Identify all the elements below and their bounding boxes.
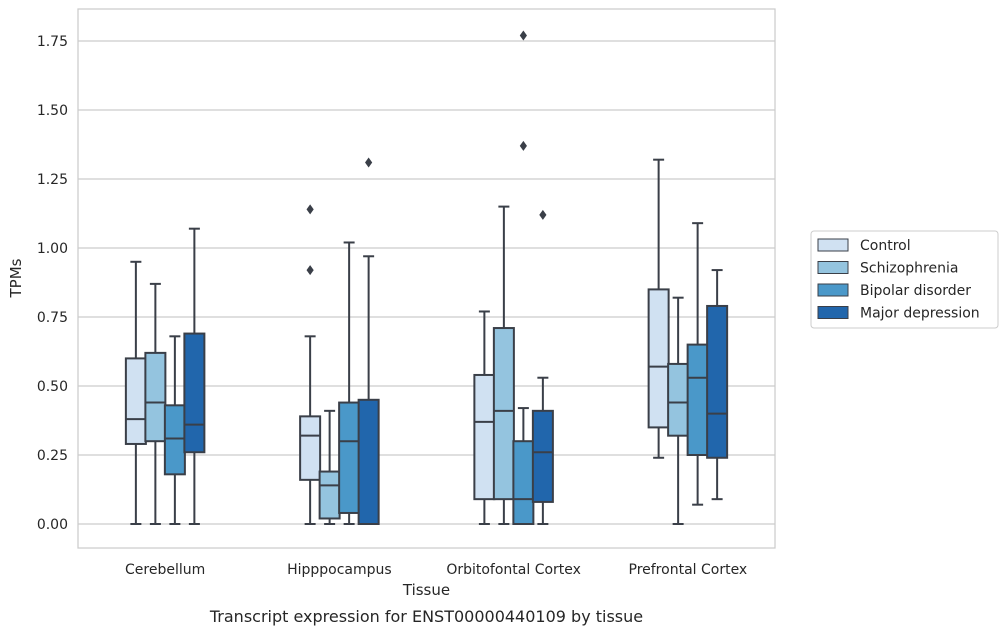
legend-swatch [817,261,849,274]
box-bipolar-disorder [338,241,361,525]
box-control [473,310,496,525]
legend-swatch [817,238,849,252]
iqr-box [706,304,729,459]
iqr-box [357,398,380,525]
y-tick-label: 1.75 [37,34,68,50]
y-tick-label: 0.25 [37,448,68,464]
iqr-box [667,362,690,437]
iqr-box [492,327,515,501]
legend-label: Major depression [860,306,980,322]
y-tick-label: 0.00 [37,517,68,533]
legend-label: Schizophrenia [860,261,958,277]
x-tick-label: Orbitofontal Cortex [446,562,581,578]
outlier-point [539,209,547,220]
iqr-box [183,332,206,454]
iqr-box [124,357,147,445]
x-tick-labels: Cerebellum Hipppocampus Orbitofontal Corte… [125,562,747,578]
box-major-depression [706,269,729,501]
box-major-depression [531,209,554,525]
legend-swatch [817,306,849,319]
iqr-box [144,351,167,443]
outlier-point [365,157,373,168]
outlier-point [306,265,314,276]
iqr-box [299,415,322,481]
box-bipolar-disorder [163,335,186,525]
legend-label: Control [860,238,911,254]
iqr-box [647,288,670,429]
legend-label: Bipolar disorder [860,283,971,299]
iqr-box [338,401,361,514]
iqr-box [473,373,496,501]
outlier-point [306,204,314,215]
iqr-box [512,440,535,526]
y-tick-label: 1.00 [37,241,68,257]
legend-swatch [817,283,849,297]
y-tick-label: 0.50 [37,379,68,395]
y-tick-label: 1.50 [37,103,68,119]
box-control [124,260,147,525]
outlier-point [519,140,527,151]
legend: Control Schizophrenia Bipolar disorder Majo… [810,230,999,329]
y-axis-label: TPMs [7,258,25,298]
iqr-box [318,470,341,520]
iqr-box [531,409,554,503]
outlier-point [519,30,527,41]
plot-frame [77,8,776,549]
box-control [299,204,322,525]
y-tick-label: 0.75 [37,310,68,326]
box-schizophrenia [144,282,167,525]
x-tick-label: Prefrontal Cortex [629,562,748,578]
box-major-depression [357,157,380,525]
legend-frame [810,230,999,329]
box-bipolar-disorder [686,222,709,506]
y-tick-labels: 0.00 0.25 0.50 0.75 1.00 1.25 1.50 1.75 [37,34,68,533]
x-tick-label: Hipppocampus [287,562,392,578]
box-control [647,158,670,459]
x-tick-label: Cerebellum [125,562,205,578]
iqr-box [686,343,709,457]
x-axis-label: Tissue [402,581,450,599]
box-groups [124,30,729,526]
y-tick-label: 1.25 [37,172,68,188]
iqr-box [163,404,186,476]
chart-caption: Transcript expression for ENST0000044010… [209,607,643,626]
box-schizophrenia [492,205,515,525]
box-major-depression [183,227,206,525]
